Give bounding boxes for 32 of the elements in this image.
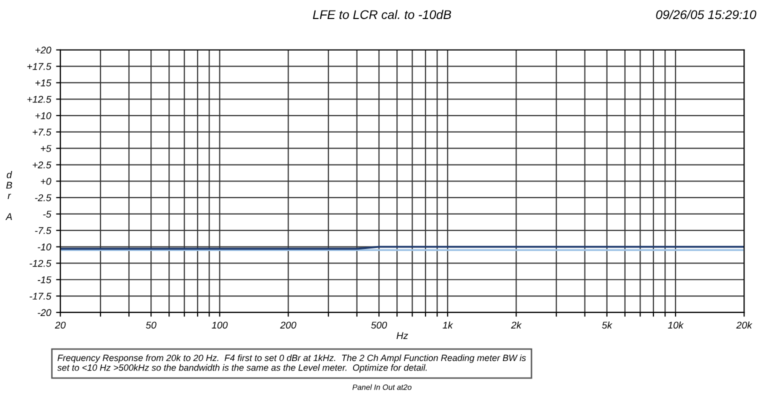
y-tick-label: +17.5 (27, 63, 52, 70)
x-tick-label: 500 (371, 322, 388, 329)
y-tick-label: +5 (40, 145, 52, 152)
y-tick-label: -5 (43, 210, 52, 218)
x-tick-label: 50 (146, 322, 156, 329)
x-tick-label: 5k (602, 321, 612, 329)
y-tick-label: -20 (38, 309, 52, 316)
y-tick-label: -7.5 (35, 227, 52, 234)
x-tick-label: 100 (212, 322, 228, 329)
y-tick-label: +10 (35, 112, 52, 120)
x-tick-label: 10k (668, 321, 684, 329)
x-tick-label: 2k (511, 321, 522, 329)
y-tick-label: -10 (38, 244, 52, 250)
y-tick-label: +0 (40, 178, 52, 185)
y-tick-label: +7.5 (32, 128, 52, 136)
chart-title: LFE to LCR cal. to -10dB (312, 10, 452, 20)
y-tick-label: -12.5 (30, 260, 52, 267)
x-tick-label: 20k (736, 321, 752, 329)
y-tick-label: +20 (35, 46, 52, 54)
y-tick-label: -15 (38, 276, 52, 284)
x-tick-label: 200 (280, 322, 296, 329)
text: Frequency Response from 20k to 20 Hz. F4 first to set 0 dBr at 1kHz. The 2 Ch Ampl Function Reading meter BW is set to <10 Hz >500kHz so the bandwidth is the same as the Level meter. Optimize for detail. (57, 354, 526, 373)
x-tick-label: 20 (54, 322, 66, 329)
y-tick-label: -2.5 (35, 194, 52, 202)
y-tick-label: +12.5 (27, 96, 52, 103)
x-axis-title: Hz (396, 332, 408, 339)
y-tick-label: +15 (35, 80, 52, 86)
x-tick-label: 1k (442, 321, 454, 329)
chart-subtitle: 09/26/05 15:29:10 (656, 10, 756, 20)
y-tick-label: +2.5 (32, 162, 52, 168)
y-tick-label: -17.5 (30, 292, 52, 300)
text: dBr A (5, 171, 12, 220)
